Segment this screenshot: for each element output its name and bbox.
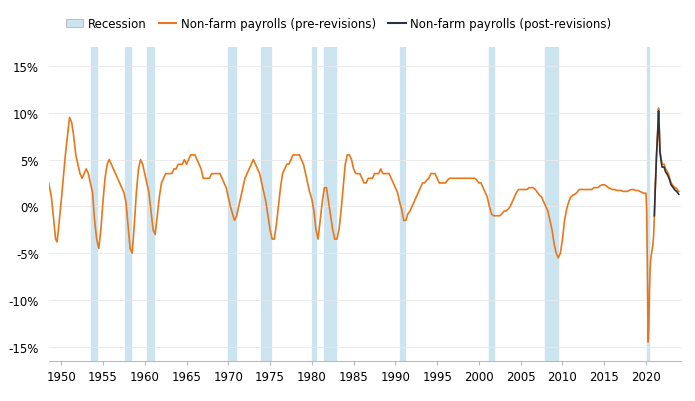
Bar (227, 48, 236, 361)
Bar (545, 48, 558, 361)
Bar (325, 48, 336, 361)
Bar (489, 48, 494, 361)
Bar (124, 48, 131, 361)
Legend: Recession, Non-farm payrolls (pre-revisions), Non-farm payrolls (post-revisions): Recession, Non-farm payrolls (pre-revisi… (61, 13, 616, 36)
Bar (91, 48, 97, 361)
Bar (147, 48, 154, 361)
Bar (400, 48, 405, 361)
Bar (647, 48, 649, 361)
Bar (312, 48, 316, 361)
Bar (261, 48, 272, 361)
